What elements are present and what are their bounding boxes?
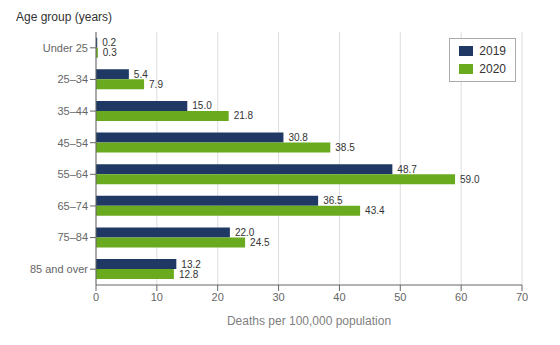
svg-text:36.5: 36.5	[323, 195, 343, 206]
svg-text:59.0: 59.0	[460, 174, 480, 185]
svg-text:30.8: 30.8	[288, 132, 308, 143]
html-text:2019: 2019	[479, 44, 506, 58]
svg-text:38.5: 38.5	[335, 142, 355, 153]
svg-text:30: 30	[272, 291, 284, 303]
svg-text:65–74: 65–74	[57, 200, 88, 212]
svg-text:43.4: 43.4	[365, 205, 385, 216]
svg-text:Under 25: Under 25	[43, 42, 88, 54]
svg-text:15.0: 15.0	[192, 100, 212, 111]
svg-text:0.2: 0.2	[102, 37, 117, 49]
svg-text:24.5: 24.5	[250, 237, 270, 248]
svg-text:50: 50	[394, 291, 406, 303]
svg-text:10: 10	[151, 291, 163, 303]
svg-text:13.2: 13.2	[181, 258, 201, 270]
svg-text:20: 20	[212, 291, 224, 303]
html-text:2020: 2020	[479, 62, 506, 76]
svg-text:40: 40	[333, 291, 345, 303]
svg-text:0: 0	[93, 291, 99, 303]
svg-text:35–44: 35–44	[57, 105, 88, 117]
svg-text:48.7: 48.7	[397, 164, 417, 175]
svg-text:60: 60	[455, 291, 467, 303]
svg-text:55–64: 55–64	[57, 168, 88, 180]
svg-text:12.8: 12.8	[179, 269, 199, 280]
svg-text:21.8: 21.8	[234, 110, 254, 121]
html-text:Age group (years): Age group (years)	[16, 10, 112, 24]
svg-text:7.9: 7.9	[149, 79, 163, 90]
svg-text:0.3: 0.3	[103, 47, 117, 58]
svg-text:45–54: 45–54	[57, 137, 88, 149]
svg-text:70: 70	[516, 291, 528, 303]
svg-text:75–84: 75–84	[57, 231, 88, 243]
svg-text:25–34: 25–34	[57, 73, 88, 85]
svg-text:Deaths per 100,000 population: Deaths per 100,000 population	[227, 314, 391, 328]
svg-text:22.0: 22.0	[234, 227, 255, 238]
svg-text:85 and over: 85 and over	[30, 263, 88, 275]
svg-text:5.4: 5.4	[134, 69, 148, 80]
